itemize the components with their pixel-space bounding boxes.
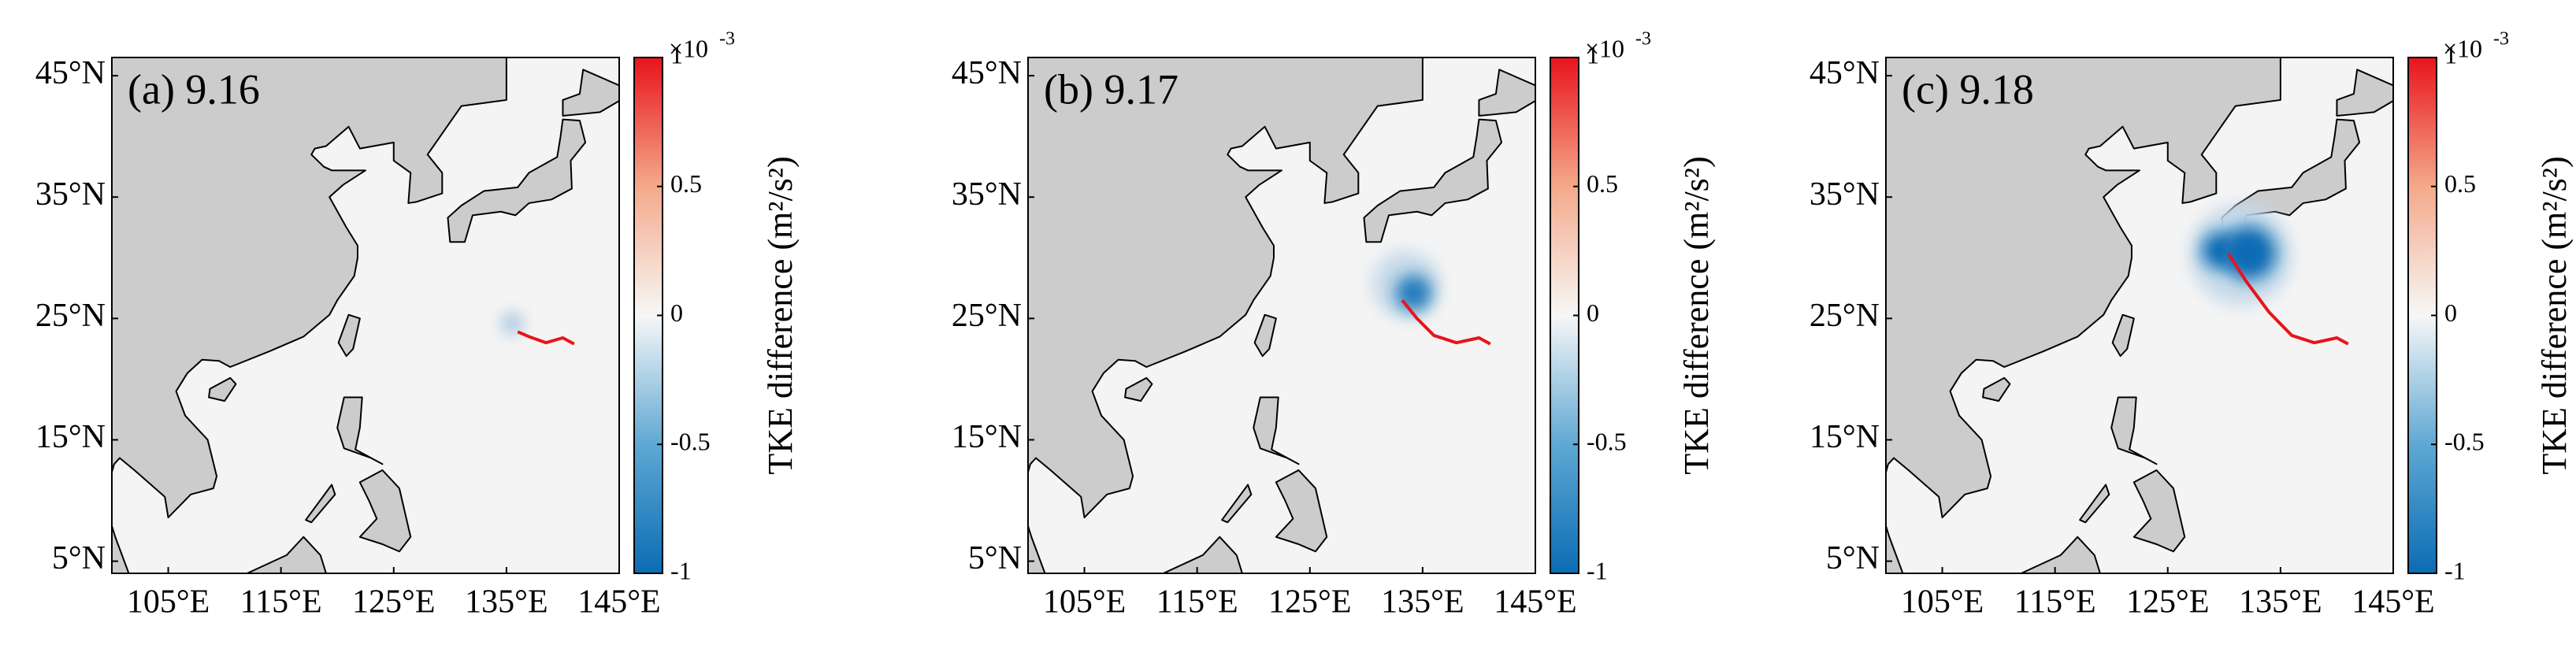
x-tick-label: 105°E xyxy=(1901,584,1984,621)
colorbar-multiplier: ×10 xyxy=(1585,34,1624,62)
map-frame xyxy=(1027,57,1536,574)
y-tick-label: 25°N xyxy=(1810,298,1880,334)
colorbar-exponent: -3 xyxy=(2493,29,2509,50)
tke-anomaly xyxy=(1395,275,1432,311)
colorbar-tick-label: -0.5 xyxy=(1587,428,1627,456)
x-tick-label: 125°E xyxy=(1268,584,1351,621)
colorbar-exponent: -3 xyxy=(719,29,735,50)
y-tick-label: 35°N xyxy=(1810,176,1880,213)
x-tick-label: 125°E xyxy=(352,584,435,621)
colorbar-tick-label: 0.5 xyxy=(1587,169,1618,198)
x-tick-label: 145°E xyxy=(2351,584,2434,621)
land xyxy=(1162,536,1243,573)
map-panel: 105°E 115°E 125°E 135°E 145°E 5°N 15°N 25°N 35°N… xyxy=(1810,29,2574,621)
y-tick-label: 15°N xyxy=(1810,419,1880,455)
colorbar-label: TKE difference (m²/s²) xyxy=(761,156,800,474)
y-tick-label: 15°N xyxy=(952,419,1022,455)
land xyxy=(2111,313,2135,358)
land xyxy=(305,484,336,524)
y-tick-label: 35°N xyxy=(35,176,106,213)
colorbar-multiplier: ×10 xyxy=(669,34,708,62)
colorbar-tick-label: 0 xyxy=(1587,298,1599,327)
land xyxy=(1363,118,1503,243)
land xyxy=(358,469,412,553)
land xyxy=(2079,484,2110,524)
x-tick-label: 115°E xyxy=(240,584,322,621)
colorbar-tick-label: -0.5 xyxy=(2444,428,2485,456)
x-tick-label: 135°E xyxy=(1381,584,1464,621)
x-tick-label: 145°E xyxy=(577,584,660,621)
land xyxy=(1221,484,1253,524)
x-tick-label: 115°E xyxy=(1156,584,1238,621)
colorbar-exponent: -3 xyxy=(1635,29,1651,50)
x-tick-label: 125°E xyxy=(2126,584,2209,621)
y-tick-label: 45°N xyxy=(35,55,106,91)
panel-title: (b) 9.17 xyxy=(1044,65,1179,113)
land xyxy=(447,118,587,243)
land xyxy=(2132,469,2186,553)
y-tick-label: 25°N xyxy=(952,298,1022,334)
colorbar-label: TKE difference (m²/s²) xyxy=(1677,156,1716,474)
land xyxy=(1028,57,1423,573)
land xyxy=(2336,69,2393,117)
map-content xyxy=(1028,57,1535,573)
y-tick-label: 45°N xyxy=(952,55,1022,91)
land xyxy=(246,536,327,573)
colorbar-tick-label: 0.5 xyxy=(2444,169,2476,198)
y-tick-label: 5°N xyxy=(968,540,1022,576)
x-tick-label: 105°E xyxy=(1043,584,1126,621)
colorbar-tick-label: 0 xyxy=(670,298,683,327)
y-tick-label: 25°N xyxy=(35,298,106,334)
map-frame xyxy=(111,57,620,574)
map-content xyxy=(1886,57,2393,573)
land xyxy=(1478,69,1535,117)
colorbar-tick-label: 0 xyxy=(2444,298,2457,327)
colorbar-tick-label: -1 xyxy=(2444,556,2466,584)
x-tick-label: 145°E xyxy=(1494,584,1576,621)
typhoon-track xyxy=(517,330,575,346)
colorbar-tick-label: -0.5 xyxy=(670,428,711,456)
typhoon-track xyxy=(2227,253,2349,346)
colorbar-multiplier: ×10 xyxy=(2443,34,2482,62)
y-tick-label: 35°N xyxy=(952,176,1022,213)
map-panel: 105°E 115°E 125°E 135°E 145°E 5°N 15°N 25°N 35°N… xyxy=(952,29,1716,621)
land xyxy=(562,69,619,117)
x-tick-label: 135°E xyxy=(465,584,547,621)
land xyxy=(2020,536,2101,573)
land xyxy=(1124,376,1153,402)
land xyxy=(208,376,237,402)
colorbar-label: TKE difference (m²/s²) xyxy=(2535,156,2574,474)
map-content xyxy=(112,57,619,573)
colorbar-tick-label: 0.5 xyxy=(670,169,702,198)
typhoon-track xyxy=(1401,298,1491,346)
y-tick-label: 15°N xyxy=(35,419,106,455)
panel-title: (c) 9.18 xyxy=(1902,65,2034,113)
tke-anomaly xyxy=(502,313,522,334)
colorbar-tick-label: 1 xyxy=(1587,40,1599,69)
x-tick-label: 115°E xyxy=(2014,584,2096,621)
land xyxy=(1275,469,1328,553)
land xyxy=(1253,313,1277,358)
land xyxy=(1886,57,2281,573)
y-tick-label: 5°N xyxy=(52,540,106,576)
land xyxy=(2110,396,2158,465)
x-tick-label: 135°E xyxy=(2239,584,2322,621)
land xyxy=(336,396,384,465)
y-tick-label: 5°N xyxy=(1826,540,1880,576)
map-panel: 105°E 115°E 125°E 135°E 145°E 5°N 15°N 25°N 35°N… xyxy=(35,29,800,621)
x-tick-label: 105°E xyxy=(127,584,210,621)
land xyxy=(1982,376,2011,402)
land xyxy=(1253,396,1300,465)
colorbar-tick-label: -1 xyxy=(670,556,692,584)
land xyxy=(112,57,507,573)
panel-title: (a) 9.16 xyxy=(128,65,260,113)
land xyxy=(337,313,361,358)
colorbar-tick-label: 1 xyxy=(670,40,683,69)
colorbar-tick-label: -1 xyxy=(1587,556,1608,584)
tke-anomaly xyxy=(2222,225,2277,280)
colorbar-tick-label: 1 xyxy=(2444,40,2457,69)
y-tick-label: 45°N xyxy=(1810,55,1880,91)
map-frame xyxy=(1885,57,2394,574)
